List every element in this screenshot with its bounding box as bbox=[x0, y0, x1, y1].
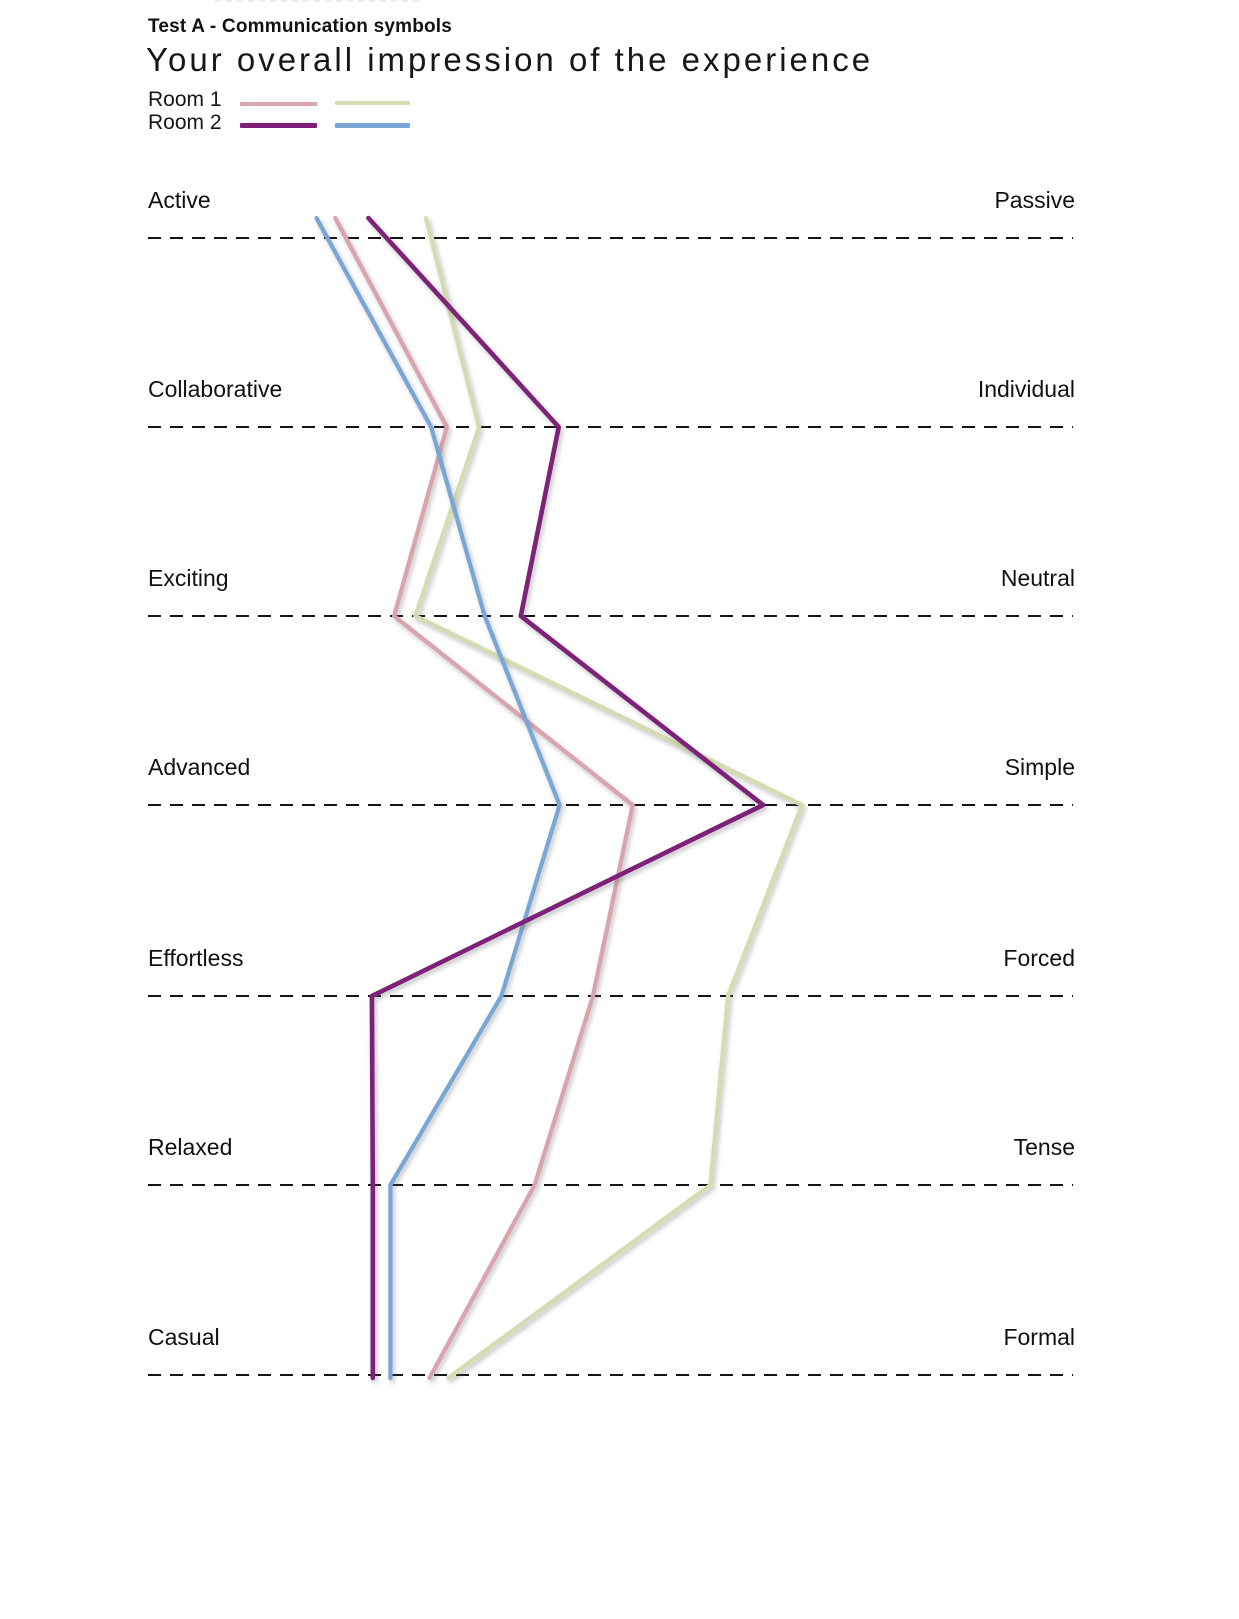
axis-label-passive: Passive bbox=[994, 187, 1075, 213]
axis-label-exciting: Exciting bbox=[148, 565, 229, 591]
axis-label-forced: Forced bbox=[1003, 945, 1075, 971]
page-title: Your overall impression of the experienc… bbox=[146, 41, 874, 78]
axis-label-casual: Casual bbox=[148, 1324, 220, 1350]
axis-label-formal: Formal bbox=[1003, 1324, 1075, 1350]
legend-swatch-room1-green bbox=[335, 101, 410, 105]
axis-label-relaxed: Relaxed bbox=[148, 1134, 233, 1160]
axis-label-simple: Simple bbox=[1004, 754, 1075, 780]
legend-label-room-1: Room 1 bbox=[148, 88, 222, 111]
chart-pretitle: Test A - Communication symbols bbox=[148, 16, 453, 37]
legend: Room 1 Room 2 bbox=[148, 88, 448, 134]
axis-label-neutral: Neutral bbox=[1000, 565, 1075, 591]
axis-label-collaborative: Collaborative bbox=[148, 376, 283, 402]
series-line-room-1-green-line bbox=[413, 215, 805, 1381]
series-line-room-1-pink-line bbox=[333, 215, 635, 1381]
axis-label-individual: Individual bbox=[977, 376, 1075, 402]
legend-label-room-2: Room 2 bbox=[148, 111, 222, 134]
cropped-text-artifact bbox=[215, 0, 420, 2]
legend-swatch-room2-blue bbox=[335, 123, 410, 128]
axis-label-advanced: Advanced bbox=[148, 754, 251, 780]
axis-label-effortless: Effortless bbox=[148, 945, 244, 971]
series-line-room-2-blue-line bbox=[314, 215, 562, 1381]
legend-row-room-1: Room 1 bbox=[148, 88, 448, 111]
series-line-room-2-purple-line bbox=[366, 215, 766, 1381]
legend-swatch-room1-pink bbox=[240, 102, 317, 106]
legend-swatch-room2-purple bbox=[240, 123, 317, 128]
axis-label-tense: Tense bbox=[1013, 1134, 1075, 1160]
legend-row-room-2: Room 2 bbox=[148, 111, 448, 134]
axis-label-active: Active bbox=[148, 187, 211, 213]
